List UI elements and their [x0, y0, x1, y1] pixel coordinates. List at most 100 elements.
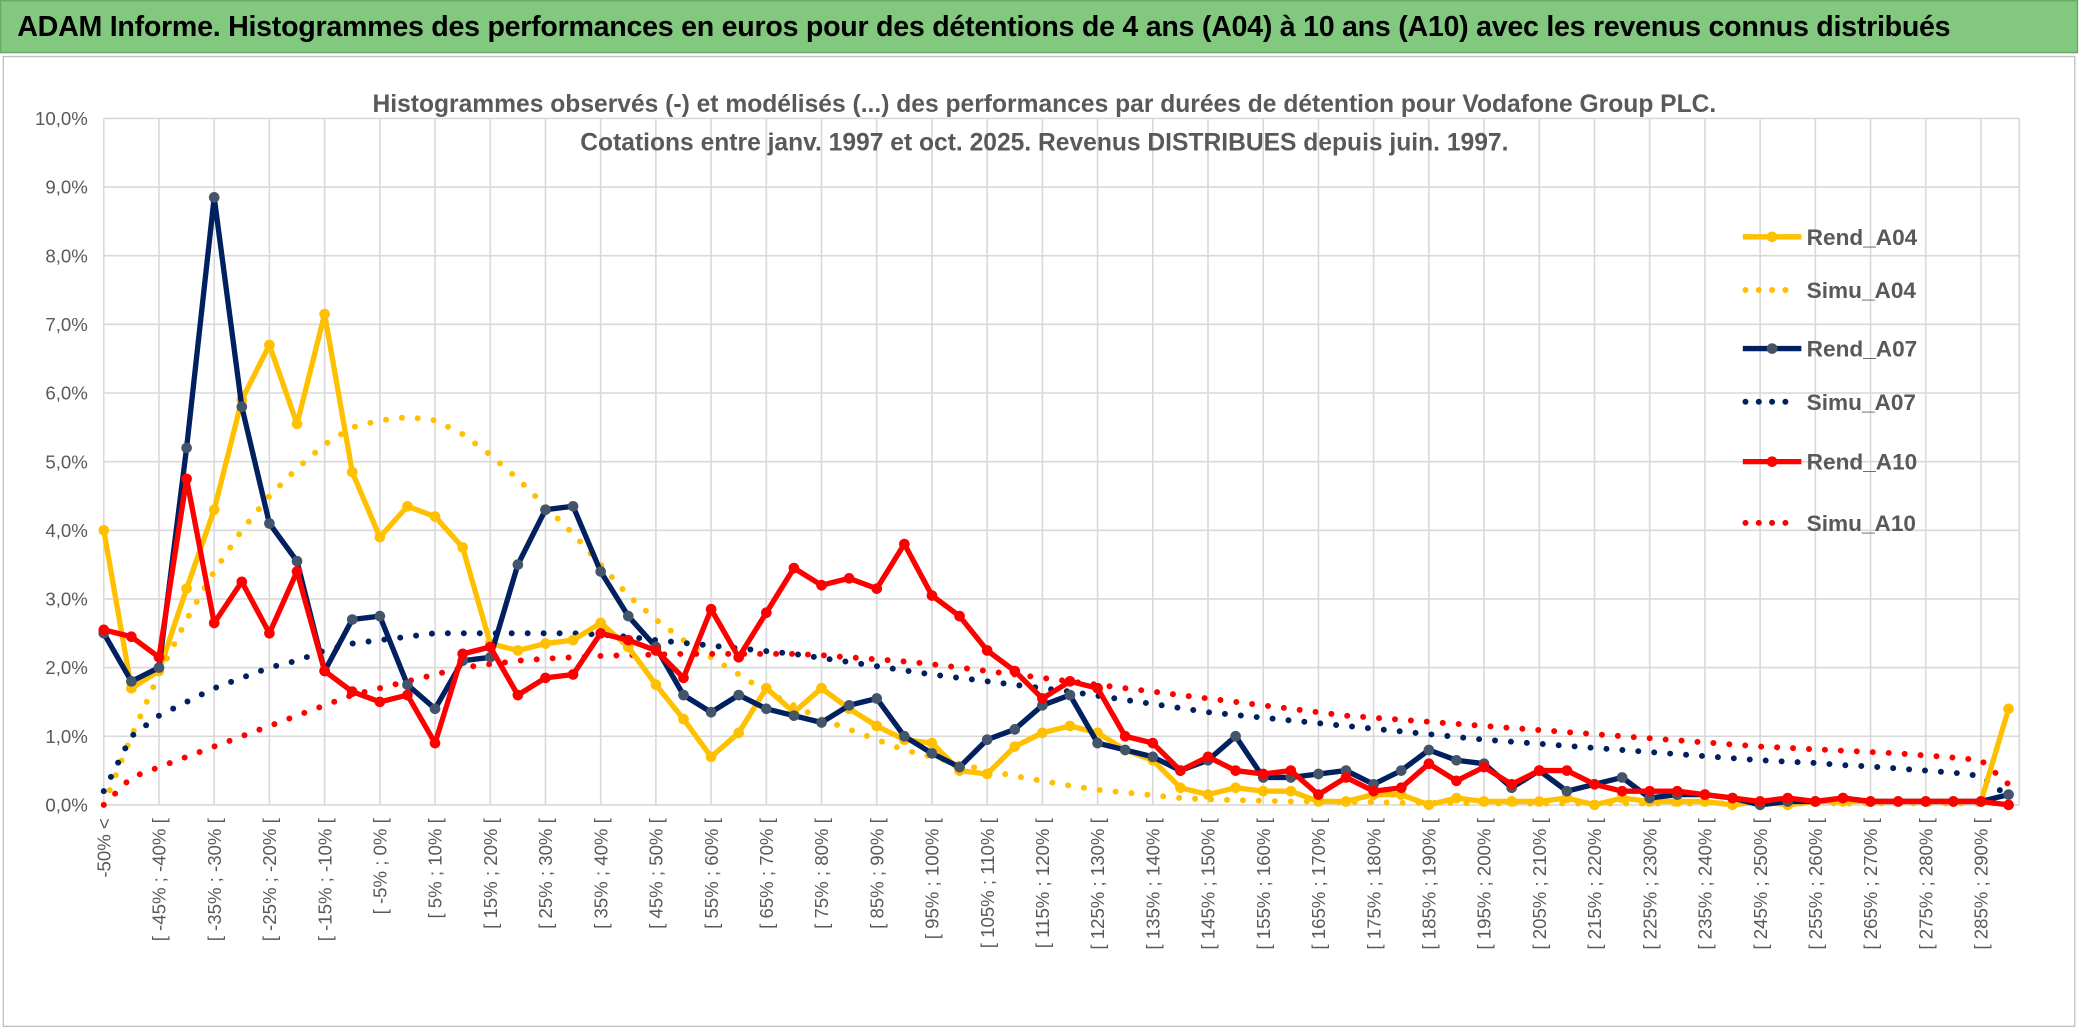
legend-label: Simu_A10	[1807, 511, 1916, 536]
data-point	[1865, 796, 1876, 807]
data-point	[1782, 792, 1794, 804]
x-tick-label: [ 25% ; 30% [	[535, 817, 556, 929]
data-point	[981, 734, 993, 745]
y-tick-label: 5,0%	[45, 451, 87, 472]
y-tick-label: 2,0%	[45, 657, 87, 678]
data-point	[1589, 799, 1600, 811]
data-point	[981, 768, 993, 780]
data-point	[374, 531, 386, 543]
data-point	[843, 573, 855, 584]
y-tick-label: 6,0%	[45, 383, 87, 404]
data-point	[816, 717, 827, 728]
series-simu-a07	[100, 630, 2012, 800]
data-point	[346, 614, 358, 625]
data-point	[733, 727, 745, 739]
data-point	[1119, 730, 1131, 742]
data-point	[264, 627, 275, 639]
data-point	[954, 610, 965, 622]
data-point	[678, 713, 689, 725]
series-line	[101, 311, 2012, 808]
data-point	[843, 700, 855, 711]
data-point	[236, 401, 248, 413]
data-point	[871, 693, 883, 704]
data-point	[1727, 792, 1738, 804]
data-point	[1423, 744, 1435, 756]
data-point	[1451, 792, 1462, 804]
data-point	[567, 500, 579, 512]
data-point	[899, 538, 910, 550]
data-point	[926, 590, 938, 601]
data-point	[1202, 789, 1214, 800]
data-point	[1313, 768, 1324, 780]
data-point	[1368, 785, 1379, 797]
data-point	[2003, 703, 2014, 715]
data-point	[126, 631, 137, 643]
data-point	[457, 648, 468, 660]
data-point	[1257, 768, 1269, 780]
data-point	[1009, 665, 1021, 677]
x-tick-label: [ 145% ; 150% [	[1198, 817, 1219, 949]
y-tick-label: 10,0%	[35, 108, 88, 129]
data-point	[1340, 796, 1352, 807]
legend-item-simu-a04: Simu_A04	[1742, 278, 1916, 303]
data-point	[926, 737, 938, 749]
x-tick-label: [ 215% ; 220% [	[1584, 817, 1605, 949]
data-point	[760, 703, 772, 715]
chart-title-line1: Histogrammes observés (-) et modélisés (…	[372, 91, 1716, 118]
data-point	[153, 662, 165, 673]
data-point	[1230, 782, 1241, 794]
data-point	[1699, 789, 1711, 800]
data-point	[788, 710, 800, 721]
data-point	[1009, 741, 1021, 752]
data-point	[402, 689, 413, 701]
data-point	[1616, 772, 1628, 783]
data-point	[291, 566, 303, 577]
data-point	[1478, 796, 1490, 807]
legend-item-simu-a10: Simu_A10	[1742, 511, 1916, 536]
data-point	[1533, 765, 1545, 776]
x-tick-label: [ 75% ; 80% [	[811, 817, 832, 929]
data-point	[484, 641, 496, 653]
data-point	[622, 634, 634, 646]
data-point	[181, 473, 192, 485]
data-point	[1064, 676, 1076, 687]
legend-marker	[1766, 343, 1778, 354]
legend-label: Rend_A10	[1807, 450, 1918, 475]
data-point	[954, 761, 965, 773]
data-point	[346, 686, 358, 697]
data-point	[816, 682, 827, 694]
data-point	[650, 645, 662, 656]
data-point	[540, 638, 551, 649]
x-tick-label: [ 205% ; 210% [	[1529, 817, 1550, 949]
x-tick-label: [ 285% ; 290% [	[1971, 817, 1992, 949]
data-point	[291, 418, 303, 430]
data-point	[264, 518, 275, 529]
x-tick-label: [ 175% ; 180% [	[1363, 817, 1384, 949]
data-point	[98, 524, 110, 536]
data-point	[733, 689, 745, 701]
data-point	[429, 703, 441, 715]
data-point	[1810, 796, 1821, 807]
legend-item-simu-a07: Simu_A07	[1742, 390, 1916, 415]
data-point	[208, 192, 220, 203]
data-point	[1064, 689, 1076, 701]
data-point	[1175, 765, 1186, 776]
legend-item-rend-a07: Rend_A07	[1742, 337, 1917, 362]
data-point	[1506, 778, 1517, 790]
data-point	[374, 610, 386, 622]
data-point	[1975, 796, 1987, 807]
data-point	[1119, 744, 1131, 756]
data-point	[981, 645, 993, 656]
data-point	[2003, 799, 2014, 811]
data-point	[1395, 765, 1407, 776]
chart-title-line2: Cotations entre janv. 1997 et oct. 2025.…	[580, 129, 1508, 156]
data-point	[1478, 761, 1490, 773]
data-point	[1754, 796, 1766, 807]
data-point	[678, 689, 689, 701]
data-point	[346, 466, 358, 478]
y-tick-label: 4,0%	[45, 520, 87, 541]
data-point	[1147, 737, 1159, 749]
data-point	[1313, 789, 1324, 800]
legend-marker	[1766, 456, 1778, 467]
